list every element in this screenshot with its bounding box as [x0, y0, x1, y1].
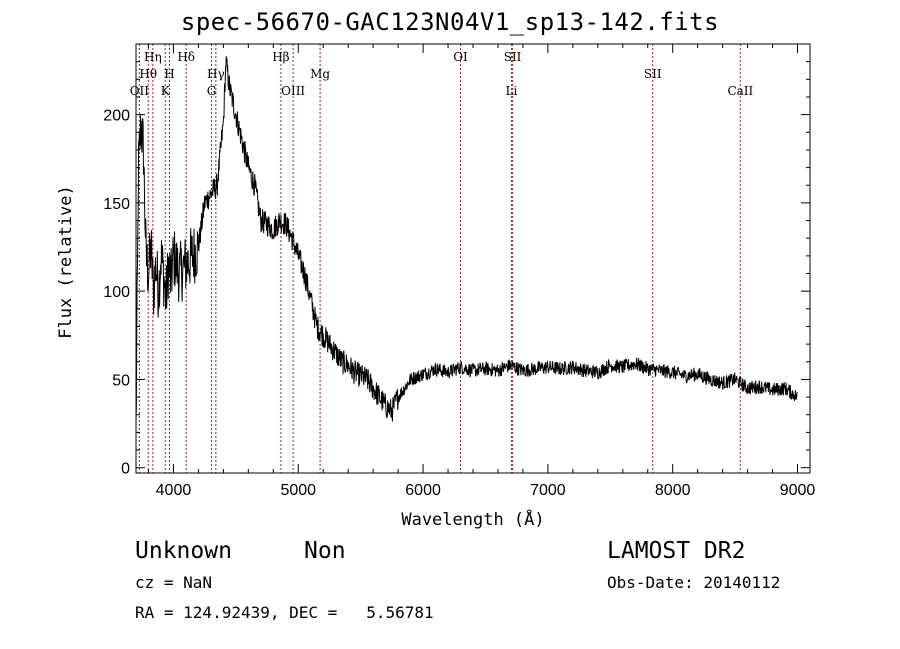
- x-tick-label: 5000: [280, 482, 316, 499]
- x-tick-label: 9000: [780, 482, 816, 499]
- survey-name: LAMOST DR2: [607, 538, 746, 564]
- line-label: OI: [453, 50, 468, 64]
- x-tick-label: 4000: [156, 482, 192, 499]
- coordinates: RA = 124.92439, DEC = 5.56781: [135, 603, 434, 622]
- line-label: Mg: [310, 67, 330, 81]
- line-label: Hθ: [139, 67, 157, 81]
- x-tick-label: 8000: [655, 482, 691, 499]
- line-label: Li: [506, 84, 518, 98]
- redshift-cz: cz = NaN: [135, 573, 213, 592]
- line-label: Hη: [144, 50, 162, 64]
- axis-ticks: [136, 44, 810, 473]
- plot-frame: [135, 43, 811, 474]
- line-label: CaII: [727, 84, 753, 98]
- line-label: G: [207, 84, 217, 98]
- y-tick-label: 150: [103, 196, 130, 213]
- y-tick-label: 0: [121, 461, 130, 478]
- line-label: Hβ: [272, 50, 289, 64]
- line-markers: [138, 44, 741, 473]
- y-axis-label: Flux (relative): [56, 185, 76, 339]
- flux-line: [135, 56, 798, 423]
- line-label: Hγ: [207, 67, 225, 81]
- line-label: Hδ: [177, 50, 195, 64]
- line-label: SII: [644, 67, 662, 81]
- y-tick-label: 200: [103, 108, 130, 125]
- object-subclass: Non: [304, 538, 346, 564]
- line-label: OIII: [281, 84, 305, 98]
- x-tick-label: 6000: [405, 482, 441, 499]
- observation-date: Obs-Date: 20140112: [607, 573, 781, 592]
- line-label: K: [161, 84, 171, 98]
- x-axis-label: Wavelength (Å): [401, 510, 545, 530]
- object-class: Unknown: [135, 538, 232, 564]
- chart-title: spec-56670-GAC123N04V1_sp13-142.fits: [180, 8, 720, 36]
- x-tick-label: 7000: [530, 482, 566, 499]
- line-label: OII: [130, 84, 150, 98]
- tick-labels: 4000 5000 6000 7000 8000 9000 0 50 100 150 200: [103, 108, 815, 499]
- line-label: H: [164, 67, 174, 81]
- y-tick-label: 50: [112, 372, 130, 389]
- line-label: SII: [504, 50, 522, 64]
- y-tick-label: 100: [103, 284, 130, 301]
